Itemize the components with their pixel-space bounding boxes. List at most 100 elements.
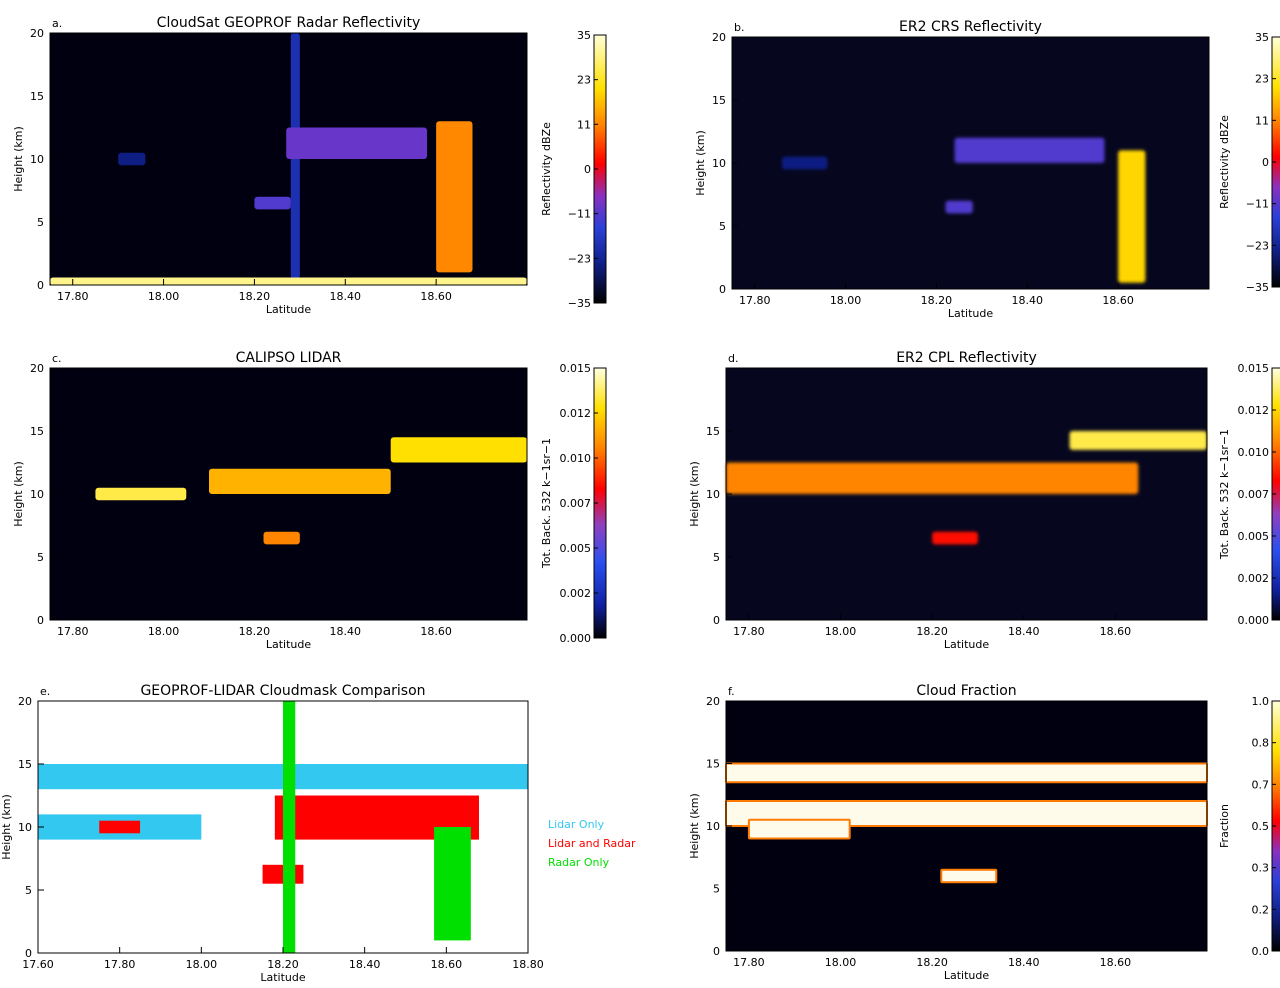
x-tick-label: 18.00 xyxy=(148,290,180,303)
colorbar-tick-label: 0.7 xyxy=(1252,778,1270,791)
x-tick-label: 18.40 xyxy=(1012,294,1044,307)
y-axis-label: Height (km) xyxy=(12,461,25,527)
x-tick-label: 18.60 xyxy=(1100,956,1132,969)
colorbar-tick-label: 0.005 xyxy=(560,542,592,555)
colorbar-tick-label: 11 xyxy=(577,118,591,131)
x-tick-label: 18.80 xyxy=(512,958,544,971)
x-axis-label: Latitude xyxy=(266,638,312,651)
heatmap-cell xyxy=(118,152,146,166)
colorbar-tick-label: 1.0 xyxy=(1252,695,1270,708)
x-tick-label: 18.40 xyxy=(1008,956,1040,969)
heatmap-cell xyxy=(254,196,291,210)
panel-f: f. Cloud Fraction 17.80 18.00 18.20 18.40 18.6… xyxy=(688,683,1280,982)
heatmap-cell xyxy=(954,137,1105,163)
legend-entry: Lidar Only xyxy=(548,818,605,831)
colorbar-tick-label: 23 xyxy=(1255,73,1269,86)
colorbar-label: Reflectivity dBZe xyxy=(540,122,553,216)
heatmap-cell xyxy=(781,156,828,170)
heatmap-layer xyxy=(50,33,527,285)
x-tick-label: 17.80 xyxy=(104,958,136,971)
y-tick-label: 20 xyxy=(712,31,726,44)
heatmap-layer xyxy=(781,137,1146,283)
heatmap-cell xyxy=(50,277,527,285)
x-tick-label: 18.00 xyxy=(825,625,857,638)
panel-title: Cloud Fraction xyxy=(916,683,1016,699)
x-tick-label: 18.60 xyxy=(420,290,452,303)
heatmap-cell xyxy=(1118,150,1146,283)
x-tick-label: 18.20 xyxy=(267,958,299,971)
x-tick-label: 18.00 xyxy=(148,625,180,638)
y-tick-label: 0 xyxy=(25,947,32,960)
x-tick-label: 18.40 xyxy=(1008,625,1040,638)
y-tick-label: 15 xyxy=(706,758,720,771)
heatmap-cell xyxy=(286,127,428,159)
colorbar-tick-label: 0.8 xyxy=(1252,737,1270,750)
panel-title: CloudSat GEOPROF Radar Reflectivity xyxy=(157,15,421,31)
x-tick-label: 17.80 xyxy=(733,956,765,969)
colorbar-tick-label: 0.2 xyxy=(1252,903,1270,916)
x-tick-label: 18.00 xyxy=(825,956,857,969)
colorbar-tick-label: 35 xyxy=(1255,31,1269,44)
y-tick-label: 10 xyxy=(712,157,726,170)
x-tick-label: 18.00 xyxy=(830,294,862,307)
y-tick-label: 0 xyxy=(713,614,720,627)
x-axis-label: Latitude xyxy=(944,638,990,651)
colorbar-tick-label: 0.3 xyxy=(1252,862,1270,875)
heatmap-cell xyxy=(945,200,973,214)
panel-c: c. CALIPSO LIDAR 17.80 18.00 18.20 18.40 18.60… xyxy=(12,350,607,651)
colorbar-tick-label: −35 xyxy=(568,297,591,310)
colorbar-tick-label: 23 xyxy=(577,74,591,87)
panel-d: d. ER2 CPL Reflectivity 17.80 18.00 18.20 18.… xyxy=(688,350,1280,651)
x-tick-label: 18.40 xyxy=(349,958,381,971)
x-tick-label: 18.40 xyxy=(330,290,362,303)
panel-letter: f. xyxy=(728,685,735,698)
y-tick-label: 10 xyxy=(706,820,720,833)
heatmap-cell xyxy=(436,121,473,273)
colorbar-tick-label: 0.015 xyxy=(1238,362,1270,375)
x-axis-label: Latitude xyxy=(266,303,312,316)
heatmap-cell xyxy=(725,762,1208,784)
y-tick-label: 15 xyxy=(30,90,44,103)
y-axis-label: Height (km) xyxy=(688,793,701,859)
y-tick-label: 20 xyxy=(706,695,720,708)
heatmap-layer xyxy=(726,431,1207,545)
legend-entry: Lidar and Radar xyxy=(548,837,636,850)
x-tick-label: 18.20 xyxy=(916,625,948,638)
x-tick-label: 18.20 xyxy=(239,290,271,303)
y-tick-label: 10 xyxy=(30,488,44,501)
heatmap-layer xyxy=(95,437,527,545)
y-tick-label: 10 xyxy=(706,488,720,501)
panel-letter: e. xyxy=(40,685,50,698)
x-tick-label: 17.80 xyxy=(57,290,89,303)
x-tick-label: 18.20 xyxy=(239,625,271,638)
colorbar-tick-label: 0.007 xyxy=(1238,488,1270,501)
colorbar-tick-label: 0.005 xyxy=(1238,530,1270,543)
colorbar-tick-label: −35 xyxy=(1246,281,1269,294)
colorbar-tick-label: 0.010 xyxy=(1238,446,1270,459)
heatmap-cell xyxy=(940,868,998,884)
mask-cell xyxy=(99,820,141,834)
heatmap-cell xyxy=(932,531,978,545)
heatmap-cell xyxy=(95,487,187,501)
x-tick-label: 18.40 xyxy=(330,625,362,638)
heatmap-cell xyxy=(263,531,300,545)
x-tick-label: 17.80 xyxy=(57,625,89,638)
colorbar-tick-label: 35 xyxy=(577,29,591,42)
y-tick-label: 5 xyxy=(25,884,32,897)
y-tick-label: 20 xyxy=(30,362,44,375)
colorbar-label: Tot. Back. 532 k−1sr−1 xyxy=(540,438,553,569)
y-tick-label: 10 xyxy=(18,821,32,834)
y-tick-label: 5 xyxy=(37,216,44,229)
x-tick-label: 18.60 xyxy=(420,625,452,638)
panel-b: b. ER2 CRS Reflectivity 17.80 18.00 18.20 18.… xyxy=(694,19,1280,320)
colorbar-tick-label: 0 xyxy=(584,163,591,176)
panel-e: e. GEOPROF-LIDAR Cloudmask Comparison 17.6… xyxy=(0,683,636,984)
colorbar-tick-label: 0.5 xyxy=(1252,820,1270,833)
colorbar-tick-label: 0.000 xyxy=(560,632,592,645)
x-axis-label: Latitude xyxy=(948,307,994,320)
colorbar-tick-label: 0.015 xyxy=(560,362,592,375)
y-tick-label: 20 xyxy=(30,27,44,40)
x-axis-label: Latitude xyxy=(944,969,990,982)
y-tick-label: 15 xyxy=(712,94,726,107)
